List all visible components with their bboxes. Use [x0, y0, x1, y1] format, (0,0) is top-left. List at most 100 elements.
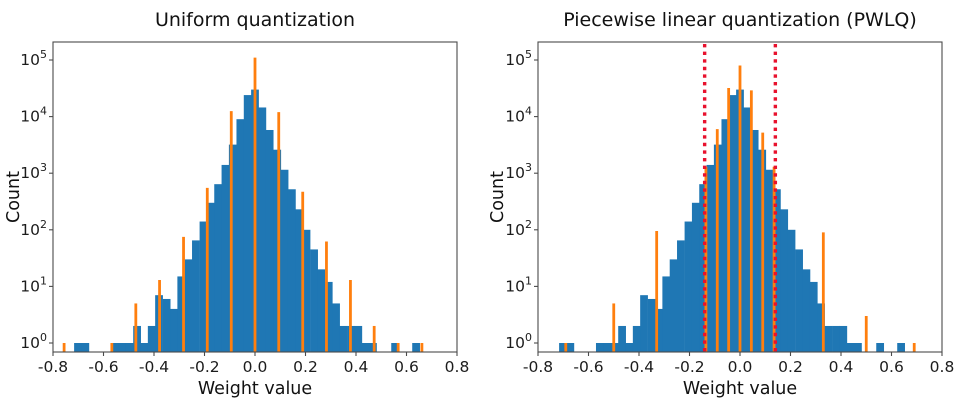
x-tick-label: -0.6	[88, 358, 118, 376]
histogram-bar	[162, 298, 171, 352]
x-axis-label-uniform: Weight value	[197, 379, 313, 399]
histogram-bar	[199, 221, 208, 352]
histogram-bar	[809, 281, 818, 352]
y-tick-label: 100	[20, 331, 47, 352]
histogram-bar	[780, 209, 789, 352]
histogram-bar	[332, 303, 340, 352]
x-tick-label: -0.6	[573, 358, 603, 376]
histogram-bar	[632, 325, 641, 352]
histogram-bar	[640, 295, 648, 352]
y-axis-label-pwlq: Count	[488, 171, 508, 223]
histogram-bar	[647, 298, 656, 352]
histogram-bar	[184, 259, 193, 352]
x-tick-label: 0.8	[930, 358, 955, 376]
histogram-bar	[243, 95, 252, 352]
histogram-bar	[412, 343, 420, 352]
histogram-bar	[846, 343, 855, 352]
histogram-bar	[295, 209, 304, 352]
histogram-bar	[214, 184, 223, 352]
x-tick-label: 0.2	[293, 358, 318, 376]
y-tick-label: 101	[505, 274, 532, 295]
y-tick-label: 102	[505, 218, 532, 239]
histogram-bar	[772, 189, 781, 352]
histogram-bar	[354, 325, 363, 352]
histogram-bar	[324, 281, 333, 352]
histogram-bar	[802, 269, 811, 352]
y-tick-label: 104	[20, 105, 47, 126]
histogram-bar	[721, 119, 730, 352]
histogram-bar	[302, 229, 311, 352]
x-tick-label: 0.6	[879, 358, 904, 376]
x-tick-label: 0.2	[778, 358, 803, 376]
histogram-bar	[832, 325, 840, 352]
histogram-bar	[603, 343, 612, 352]
x-tick-label: -0.8	[523, 358, 553, 376]
histogram-bar	[787, 229, 796, 352]
x-tick-label: 0.0	[728, 358, 753, 376]
x-tick-label: 0.0	[243, 358, 268, 376]
x-tick-label: 0.4	[344, 358, 369, 376]
histogram-bar	[317, 269, 326, 352]
histogram-bar	[147, 325, 156, 352]
x-tick-label: -0.2	[674, 358, 704, 376]
x-tick-label: -0.8	[38, 358, 68, 376]
histogram-bar	[618, 325, 626, 352]
histogram-bar	[699, 184, 708, 352]
histogram-bar	[662, 276, 671, 352]
histogram-bar	[81, 343, 90, 352]
histogram-bar	[280, 169, 289, 352]
histogram-bar	[273, 149, 282, 352]
y-tick-label: 103	[20, 161, 47, 182]
plot-title-pwlq: Piecewise linear quantization (PWLQ)	[563, 9, 917, 31]
histogram-bar	[339, 325, 348, 352]
histogram-bar	[595, 343, 604, 352]
x-axis-label-pwlq: Weight value	[682, 379, 798, 399]
histogram-bar	[258, 107, 267, 352]
histogram-bar	[669, 259, 678, 352]
histogram-bar	[391, 343, 400, 352]
histogram-bar	[655, 308, 663, 352]
y-tick-label: 100	[505, 331, 532, 352]
y-tick-label: 102	[20, 218, 47, 239]
histogram-bar	[824, 325, 833, 352]
histogram-bar	[140, 343, 149, 352]
histogram-bar	[625, 343, 634, 352]
x-tick-label: -0.2	[189, 358, 219, 376]
y-tick-label: 104	[505, 105, 532, 126]
histogram-bar	[897, 343, 905, 352]
x-tick-label: 0.4	[829, 358, 854, 376]
histogram-bar	[750, 129, 759, 352]
histogram-bar	[566, 343, 575, 352]
y-tick-label: 103	[505, 161, 532, 182]
histogram-bar	[691, 202, 700, 352]
x-tick-label: -0.4	[139, 358, 169, 376]
histogram-bar	[310, 249, 318, 352]
histogram-bar	[170, 308, 178, 352]
histogram-bar	[854, 343, 862, 352]
histogram-bar	[265, 129, 274, 352]
histogram-bar	[765, 169, 774, 352]
histogram-bar	[221, 164, 230, 352]
y-tick-label: 105	[20, 48, 47, 69]
histogram-bar	[706, 164, 715, 352]
histogram-bar	[795, 249, 803, 352]
y-tick-label: 101	[20, 274, 47, 295]
plot-title-uniform: Uniform quantization	[154, 9, 356, 31]
histogram-bar	[743, 107, 752, 352]
histogram-bar	[192, 240, 200, 352]
histogram-bar	[677, 240, 685, 352]
x-tick-label: -0.4	[624, 358, 654, 376]
histogram-bar	[236, 119, 245, 352]
histogram-bar	[177, 276, 186, 352]
histogram-bar	[559, 343, 567, 352]
histogram-bar	[684, 221, 693, 352]
x-tick-label: 0.8	[445, 358, 470, 376]
histogram-bar	[228, 144, 237, 352]
histogram-bar	[74, 343, 82, 352]
y-axis-label-uniform: Count	[4, 171, 24, 223]
histogram-bar	[361, 343, 370, 352]
histogram-bar	[728, 95, 737, 352]
histogram-bar	[118, 343, 127, 352]
